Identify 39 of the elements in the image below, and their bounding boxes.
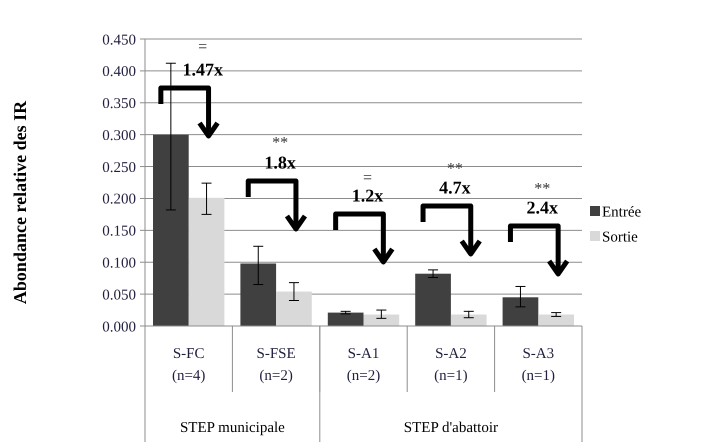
y-tick-label: 0.400 [102,64,136,80]
legend-label: Sortie [602,229,638,246]
bar [276,292,312,326]
y-tick-label: 0.450 [102,32,136,48]
annotation: ** [272,134,288,152]
y-tick-label: 0.350 [102,96,136,112]
bar [153,134,189,326]
bar [450,314,487,326]
legend-label: Entrée [602,204,642,220]
bar [502,297,538,326]
annotation: 1.2x [352,185,384,206]
bar [188,198,224,326]
bar [415,274,451,326]
y-tick-label: 0.200 [102,192,136,208]
y-tick-label: 0.300 [102,128,136,144]
annotation: 4.7x [439,177,471,198]
bar [328,312,364,326]
annotation: 1.47x [182,59,223,80]
x-tick-label: S-FSE (n=2) [256,346,296,384]
y-tick-label: 0.050 [102,287,136,304]
x-tick-label: S-FC (n=4) [172,346,206,384]
y-tick-label: 0.250 [102,160,136,176]
y-axis-title: Abondance relative des IR [10,100,30,304]
x-tick-label: S-A2 (n=1) [434,346,468,384]
text: STEP municipale [180,420,286,436]
bar [538,314,574,326]
text: STEP d'abattoir [404,420,498,436]
x-tick-label: S-A1 (n=2) [346,346,380,384]
y-tick-label: 0.150 [102,224,136,240]
x-tick-label: S-A3 (n=1) [522,346,556,384]
annotation: 2.4x [526,197,558,218]
annotation: = [362,170,372,187]
y-tick-label: 0.000 [102,319,136,336]
bar [240,264,276,326]
y-tick-label: 0.100 [102,255,136,272]
annotation: = [198,38,208,56]
annotation: 1.8x [264,152,296,172]
annotation: ** [534,180,550,198]
bar [364,314,400,326]
